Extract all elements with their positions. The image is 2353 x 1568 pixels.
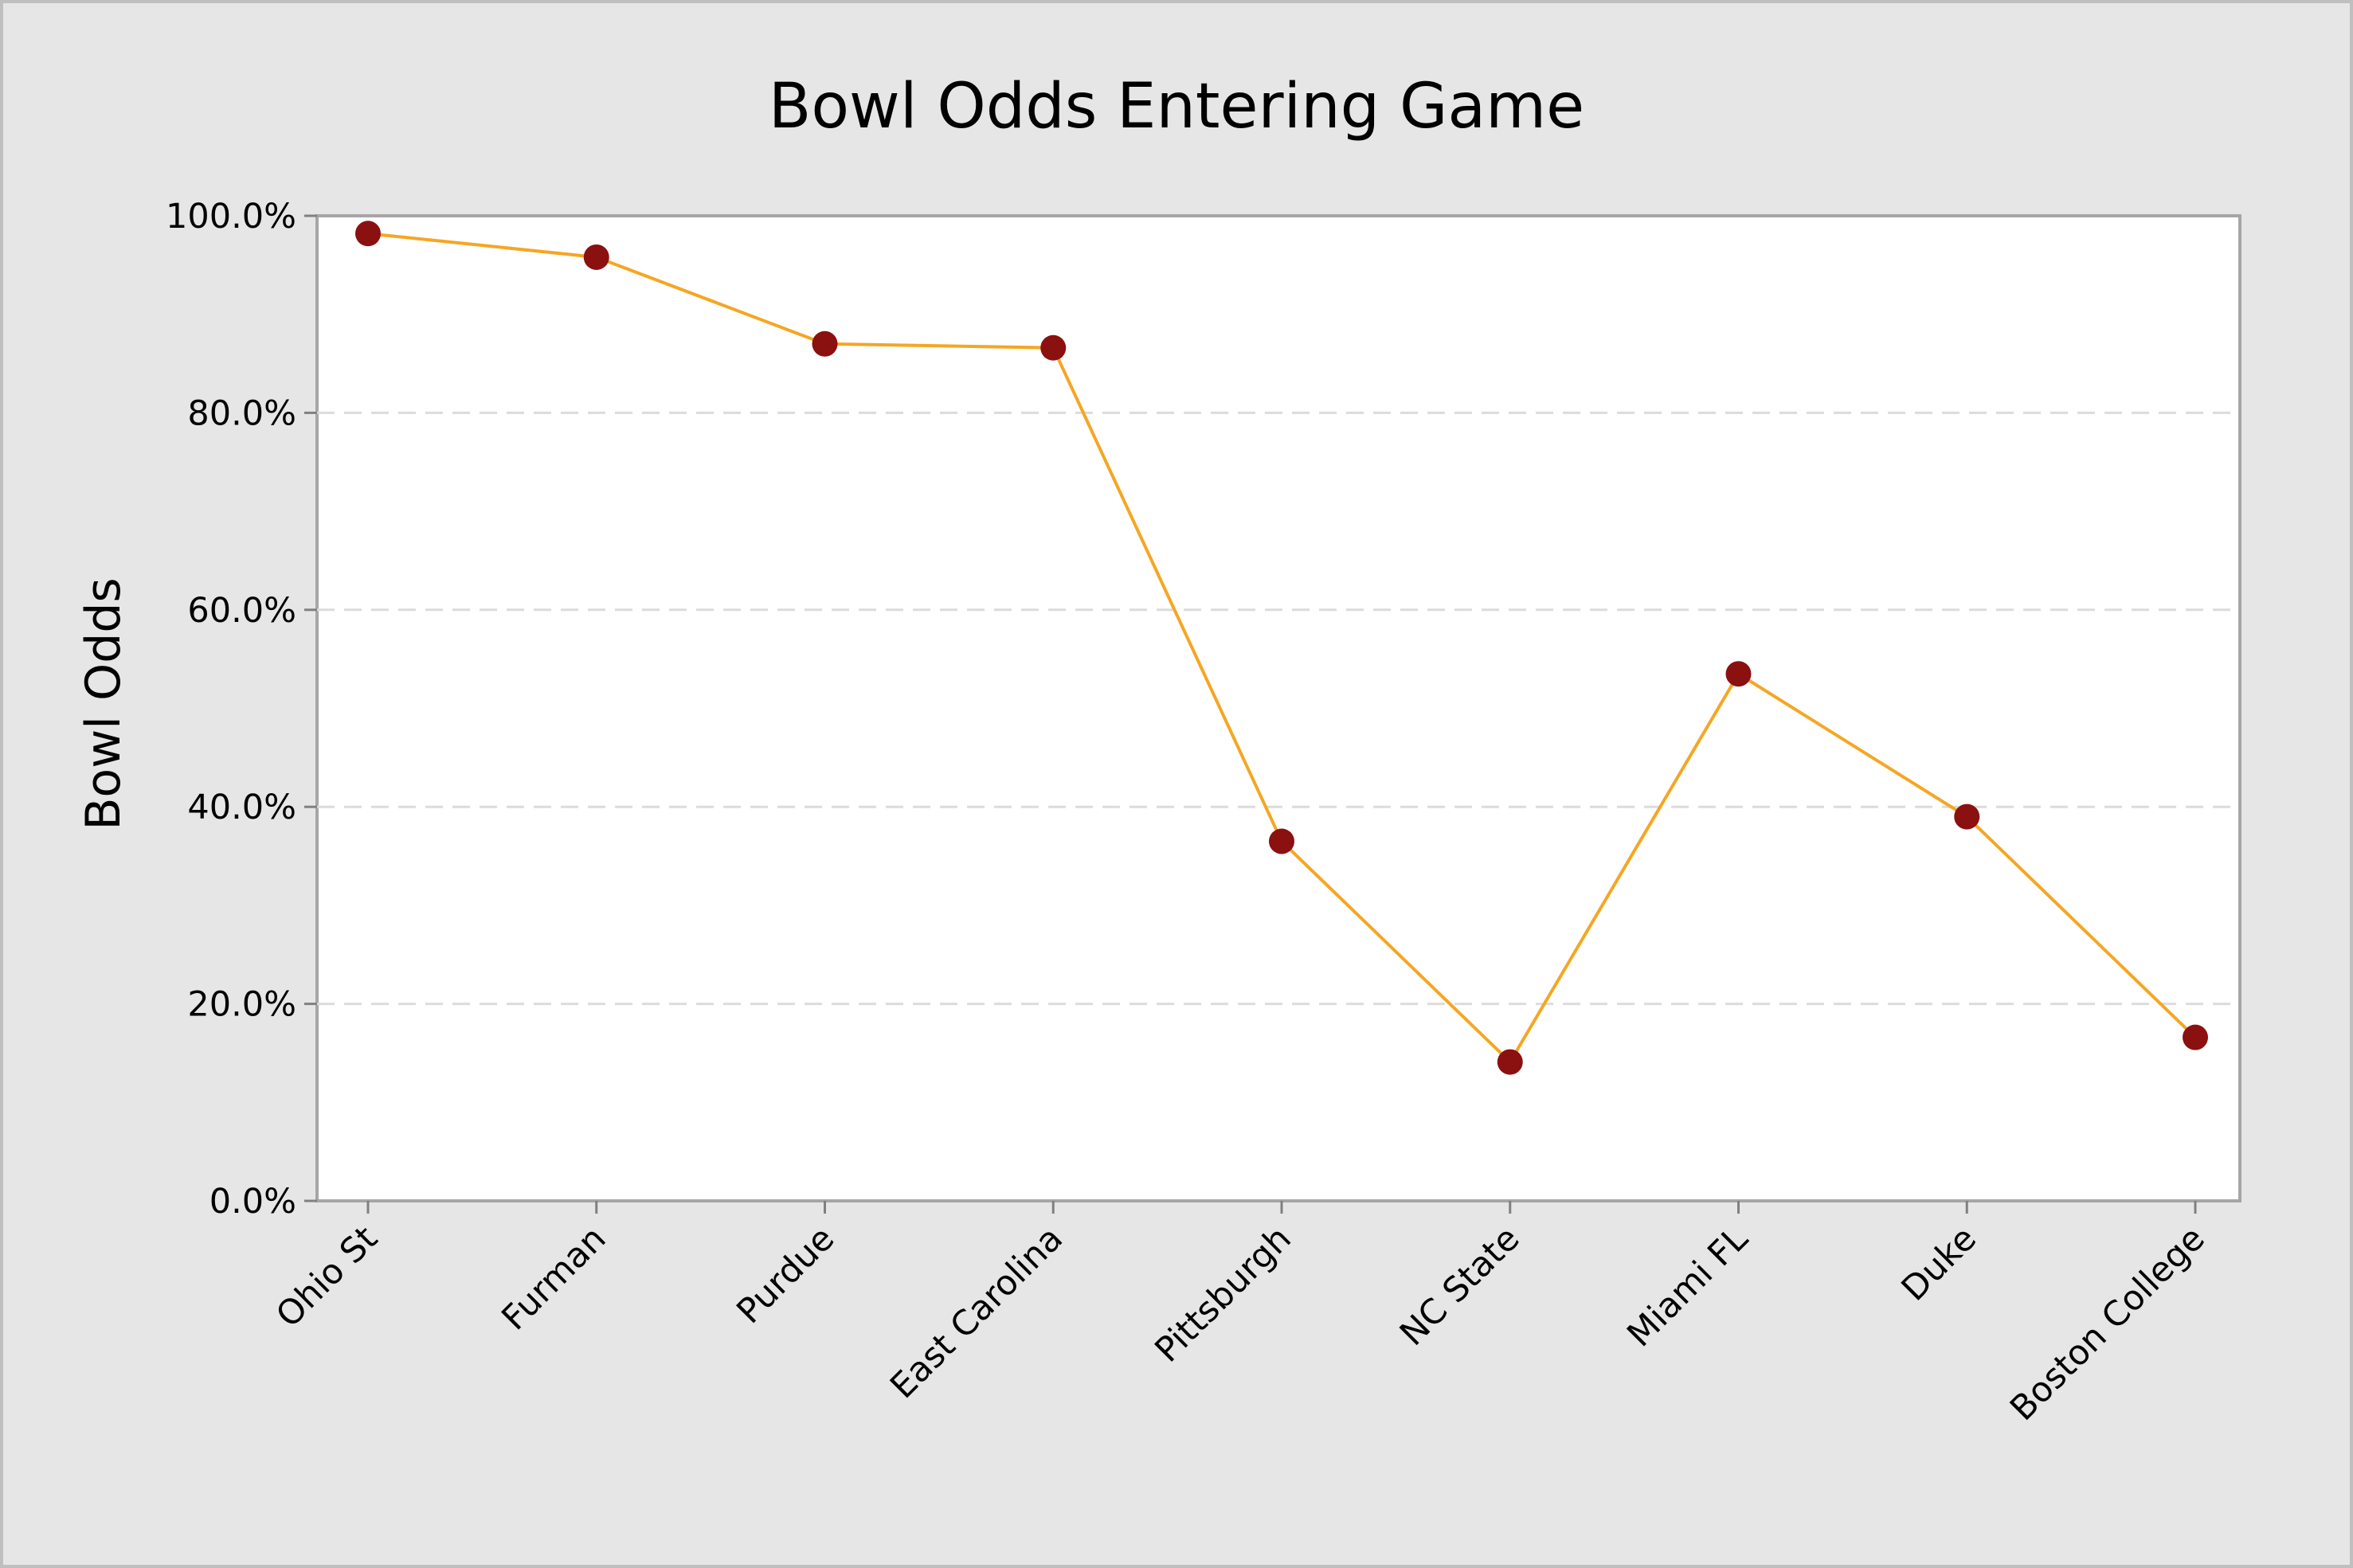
data-point [355, 221, 381, 247]
x-axis: Ohio St Furman Purdue East Carolina Pittsbur… [268, 1201, 2213, 1429]
x-tick-label: Pittsburgh [1148, 1218, 1299, 1370]
chart-title: Bowl Odds Entering Game [769, 71, 1584, 143]
gridlines [317, 411, 2240, 1006]
x-tick-label: Miami FL [1619, 1218, 1756, 1355]
data-point [1954, 804, 1980, 830]
data-point [1497, 1049, 1523, 1075]
x-tick-label: Duke [1894, 1218, 1984, 1308]
y-tick-label: 100.0% [166, 197, 296, 237]
series-layer [355, 221, 2208, 1075]
plot-area [315, 214, 2241, 1202]
y-axis-title: Bowl Odds [76, 577, 131, 830]
y-tick-label: 80.0% [187, 393, 296, 433]
data-point [812, 330, 838, 357]
x-tick-label: Ohio St [268, 1218, 386, 1335]
data-point [1269, 828, 1294, 854]
x-tick-label: Furman [495, 1218, 614, 1338]
y-tick-label: 40.0% [187, 788, 296, 827]
x-tick-label: Boston College [2003, 1218, 2213, 1429]
x-tick-label: East Carolina [883, 1218, 1071, 1406]
x-tick-label: NC State [1392, 1218, 1527, 1353]
y-axis: 0.0% 20.0% 40.0% 60.0% 80.0% 100.0% [166, 197, 317, 1222]
y-tick-label: 60.0% [187, 591, 296, 631]
y-tick-label: 20.0% [187, 985, 296, 1025]
data-point [1040, 334, 1067, 361]
data-point [1725, 661, 1752, 687]
x-tick-label: Purdue [730, 1218, 843, 1331]
y-tick-label: 0.0% [209, 1182, 296, 1222]
data-point [583, 244, 609, 270]
data-point [2183, 1024, 2208, 1050]
